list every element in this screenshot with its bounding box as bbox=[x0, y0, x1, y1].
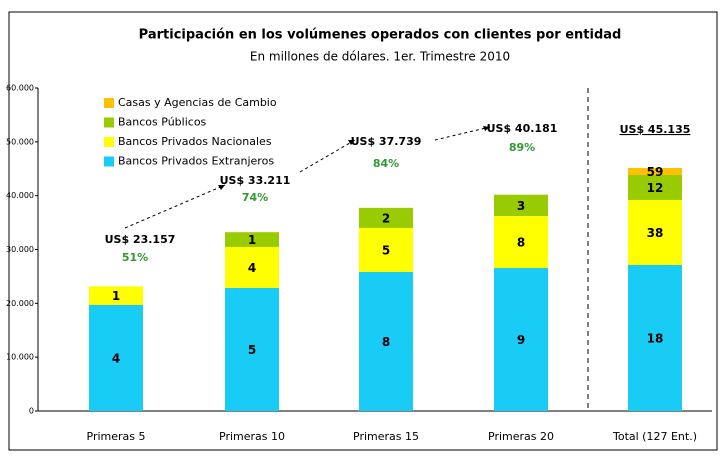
chart-subtitle: En millones de dólares. 1er. Trimestre 2… bbox=[250, 50, 510, 64]
trend-arrows bbox=[124, 126, 491, 229]
total-label: US$ 40.181 bbox=[487, 122, 558, 135]
y-tick-label: 10.000 bbox=[6, 353, 34, 362]
legend-swatch bbox=[104, 156, 114, 167]
x-tick-label: Primeras 5 bbox=[87, 430, 146, 443]
entity-count: 38 bbox=[647, 226, 664, 240]
y-tick-label: 30.000 bbox=[6, 245, 34, 254]
chart-title: Participación en los volúmenes operados … bbox=[139, 28, 622, 43]
bar-segment bbox=[628, 265, 682, 411]
total-label: US$ 37.739 bbox=[351, 135, 422, 148]
bar-segment bbox=[359, 227, 413, 273]
entity-count: 5 bbox=[248, 343, 256, 357]
bar-segment bbox=[89, 304, 143, 411]
x-tick-label: Primeras 20 bbox=[488, 430, 554, 443]
bar-segment bbox=[494, 216, 548, 269]
y-tick-label: 40.000 bbox=[6, 191, 34, 200]
x-tick-label: Primeras 10 bbox=[219, 430, 285, 443]
arrow bbox=[124, 184, 226, 229]
legend-swatch bbox=[104, 137, 114, 147]
legend-label: Casas y Agencias de Cambio bbox=[118, 96, 277, 109]
entity-count: 4 bbox=[248, 261, 256, 275]
bar-segment bbox=[628, 168, 682, 175]
entity-count: 2 bbox=[382, 211, 390, 225]
arrow bbox=[299, 139, 356, 173]
arrow-head bbox=[483, 126, 490, 131]
entity-count: 5 bbox=[382, 243, 390, 257]
y-tick-label: 60.000 bbox=[6, 84, 34, 93]
entity-count: 9 bbox=[517, 333, 525, 347]
entity-count: 8 bbox=[382, 335, 390, 349]
entity-count: 12 bbox=[647, 181, 664, 195]
bar-segment bbox=[359, 272, 413, 411]
bar-segment bbox=[494, 268, 548, 411]
arrow-head bbox=[348, 140, 355, 145]
arrow-heads bbox=[218, 126, 490, 190]
y-tick-label: 0 bbox=[29, 407, 34, 416]
share-label: 89% bbox=[509, 141, 535, 154]
entity-count: 4 bbox=[112, 351, 120, 365]
bar-segment bbox=[494, 194, 548, 217]
bar-segment bbox=[225, 287, 279, 411]
y-tick-label: 20.000 bbox=[6, 299, 34, 308]
bar-segment bbox=[628, 199, 682, 266]
legend-label: Bancos Privados Extranjeros bbox=[118, 155, 274, 168]
legend-label: Bancos Privados Nacionales bbox=[118, 135, 272, 148]
entity-count: 1 bbox=[112, 289, 120, 303]
share-label: 51% bbox=[122, 251, 148, 264]
bar-segment bbox=[89, 286, 143, 305]
total-label: US$ 23.157 bbox=[105, 233, 176, 246]
legend-label: Bancos Públicos bbox=[118, 116, 207, 129]
entity-count: 18 bbox=[647, 332, 664, 346]
entity-count: 8 bbox=[517, 236, 525, 250]
x-tick-label: Total (127 Ent.) bbox=[612, 430, 697, 443]
legend-swatch bbox=[104, 117, 114, 128]
total-label: US$ 45.135 bbox=[620, 123, 691, 136]
y-tick-label: 50.000 bbox=[6, 137, 34, 146]
arrow-head bbox=[218, 185, 225, 190]
total-label: US$ 33.211 bbox=[220, 174, 291, 187]
bar-segment bbox=[225, 232, 279, 247]
entity-count: 3 bbox=[517, 199, 525, 213]
bar-segment bbox=[225, 246, 279, 288]
bar-segment bbox=[628, 174, 682, 200]
legend-swatch bbox=[104, 98, 114, 108]
share-label: 74% bbox=[242, 191, 268, 204]
entity-count: 59 bbox=[647, 165, 664, 179]
x-tick-label: Primeras 15 bbox=[353, 430, 419, 443]
share-label: 84% bbox=[373, 157, 399, 170]
entity-count: 1 bbox=[248, 233, 256, 247]
bar-segment bbox=[359, 207, 413, 228]
